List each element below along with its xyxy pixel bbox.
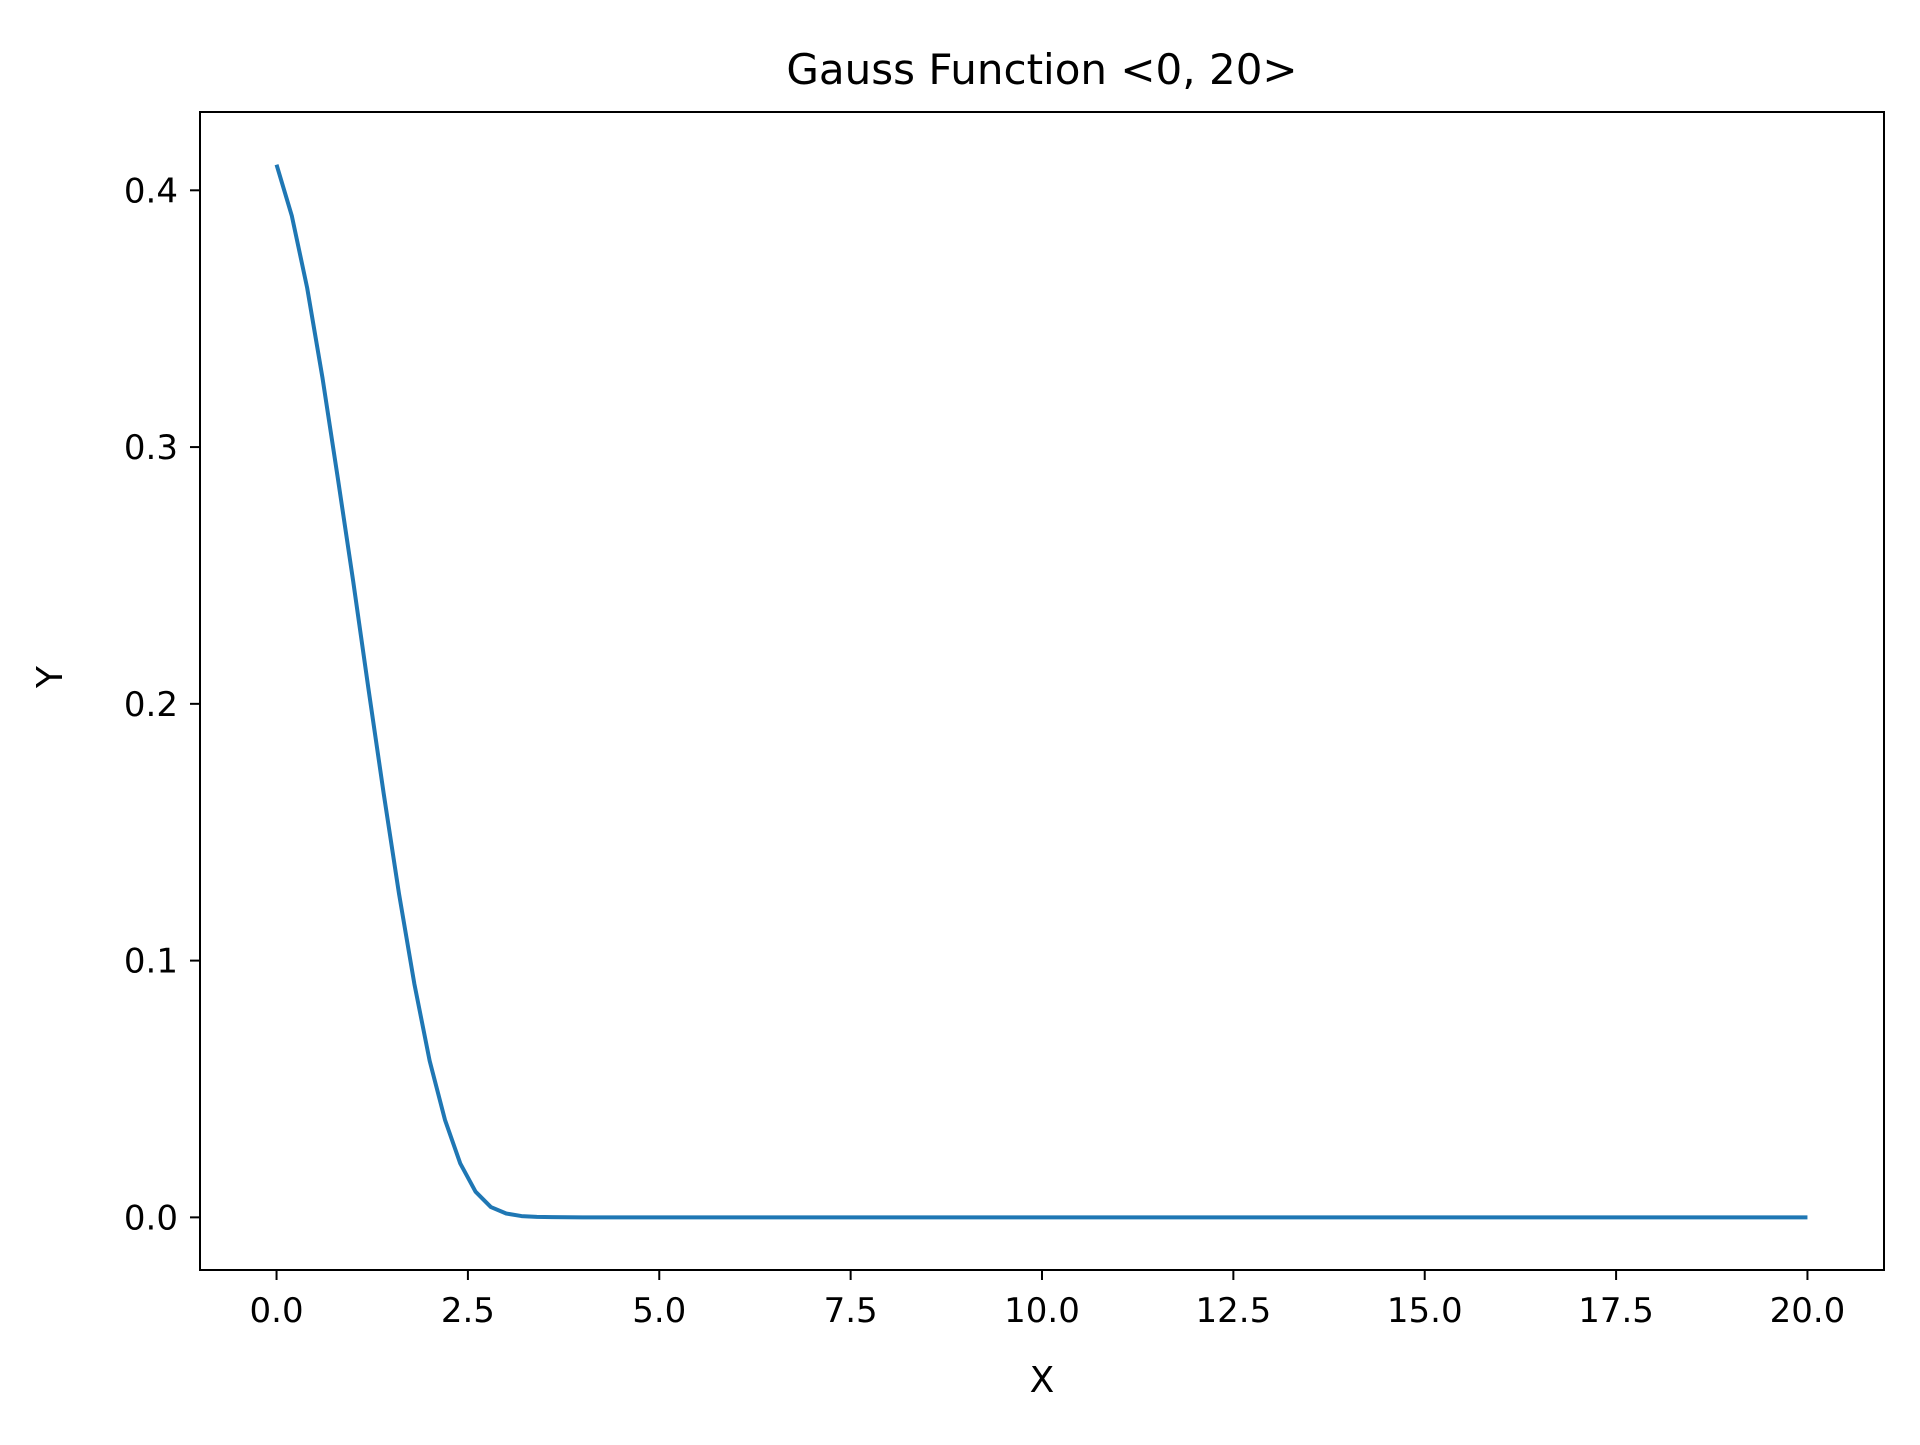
x-tick-label: 12.5 <box>1196 1291 1272 1331</box>
x-tick-label: 0.0 <box>250 1291 304 1331</box>
x-axis-label: X <box>1030 1360 1055 1401</box>
y-axis-ticks: 0.0 0.1 0.2 0.3 0.4 <box>124 171 200 1238</box>
y-tick-label: 0.3 <box>124 428 178 468</box>
y-tick-label: 0.0 <box>124 1198 178 1238</box>
y-axis-label: Y <box>30 665 71 689</box>
plot-area <box>274 164 1808 1220</box>
y-tick-label: 0.4 <box>124 171 178 211</box>
x-tick-label: 17.5 <box>1578 1291 1654 1331</box>
x-tick-label: 10.0 <box>1004 1291 1080 1331</box>
chart-title: Gauss Function <0, 20> <box>786 45 1297 94</box>
y-tick-label: 0.2 <box>124 685 178 725</box>
x-tick-label: 5.0 <box>632 1291 686 1331</box>
x-tick-label: 15.0 <box>1387 1291 1463 1331</box>
series-line-0 <box>274 164 1808 1220</box>
x-axis-ticks: 0.0 2.5 5.0 7.5 10.0 12.5 15.0 17.5 20.0 <box>250 1270 1846 1331</box>
y-tick-label: 0.1 <box>124 942 178 982</box>
x-tick-label: 20.0 <box>1770 1291 1846 1331</box>
x-tick-label: 7.5 <box>824 1291 878 1331</box>
x-tick-label: 2.5 <box>441 1291 495 1331</box>
